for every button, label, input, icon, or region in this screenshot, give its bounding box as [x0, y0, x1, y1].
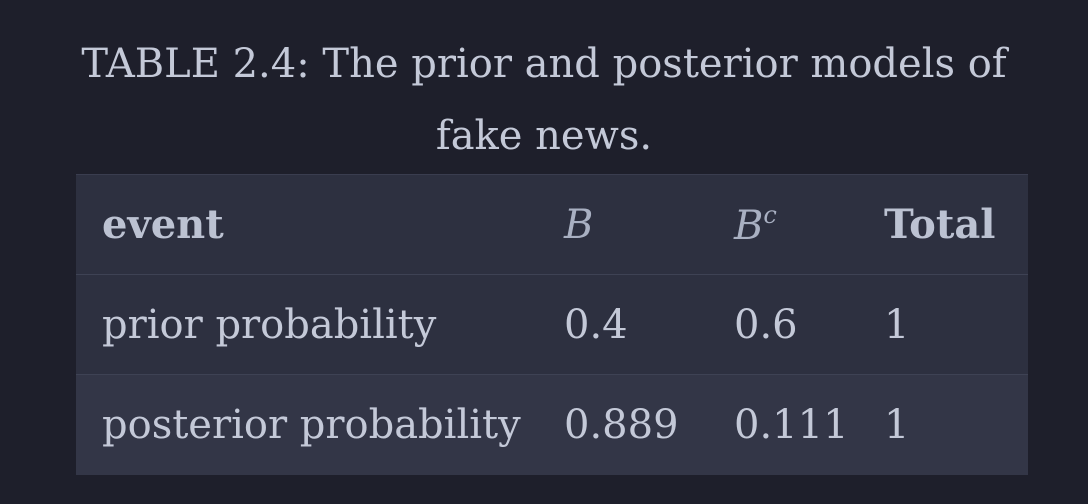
cell-b-complement: 0.6: [734, 301, 798, 348]
cell-total: 1: [884, 401, 910, 448]
header-b-complement-sup: c: [763, 200, 777, 229]
cell-b-complement: 0.111: [734, 401, 849, 448]
header-event: event: [102, 201, 224, 248]
caption-line-2: fake news.: [435, 113, 653, 159]
table-caption: TABLE 2.4: The prior and posterior model…: [0, 28, 1088, 172]
caption-line-1: TABLE 2.4: The prior and posterior model…: [81, 41, 1007, 87]
table-header-row: event B Bc Total: [76, 174, 1028, 275]
cell-event: posterior probability: [102, 401, 521, 448]
table-row: posterior probability 0.889 0.111 1: [76, 374, 1028, 475]
header-total: Total: [884, 201, 996, 248]
cell-event: prior probability: [102, 301, 437, 348]
header-b-complement: Bc: [708, 175, 858, 275]
probability-table: event B Bc Total prior probability 0.4 0…: [76, 174, 1028, 475]
cell-total: 1: [884, 301, 910, 348]
cell-b: 0.4: [564, 301, 628, 348]
header-b-complement-base: B: [734, 202, 764, 249]
header-b: B: [564, 201, 594, 248]
table-row: prior probability 0.4 0.6 1: [76, 274, 1028, 375]
cell-b: 0.889: [564, 401, 679, 448]
